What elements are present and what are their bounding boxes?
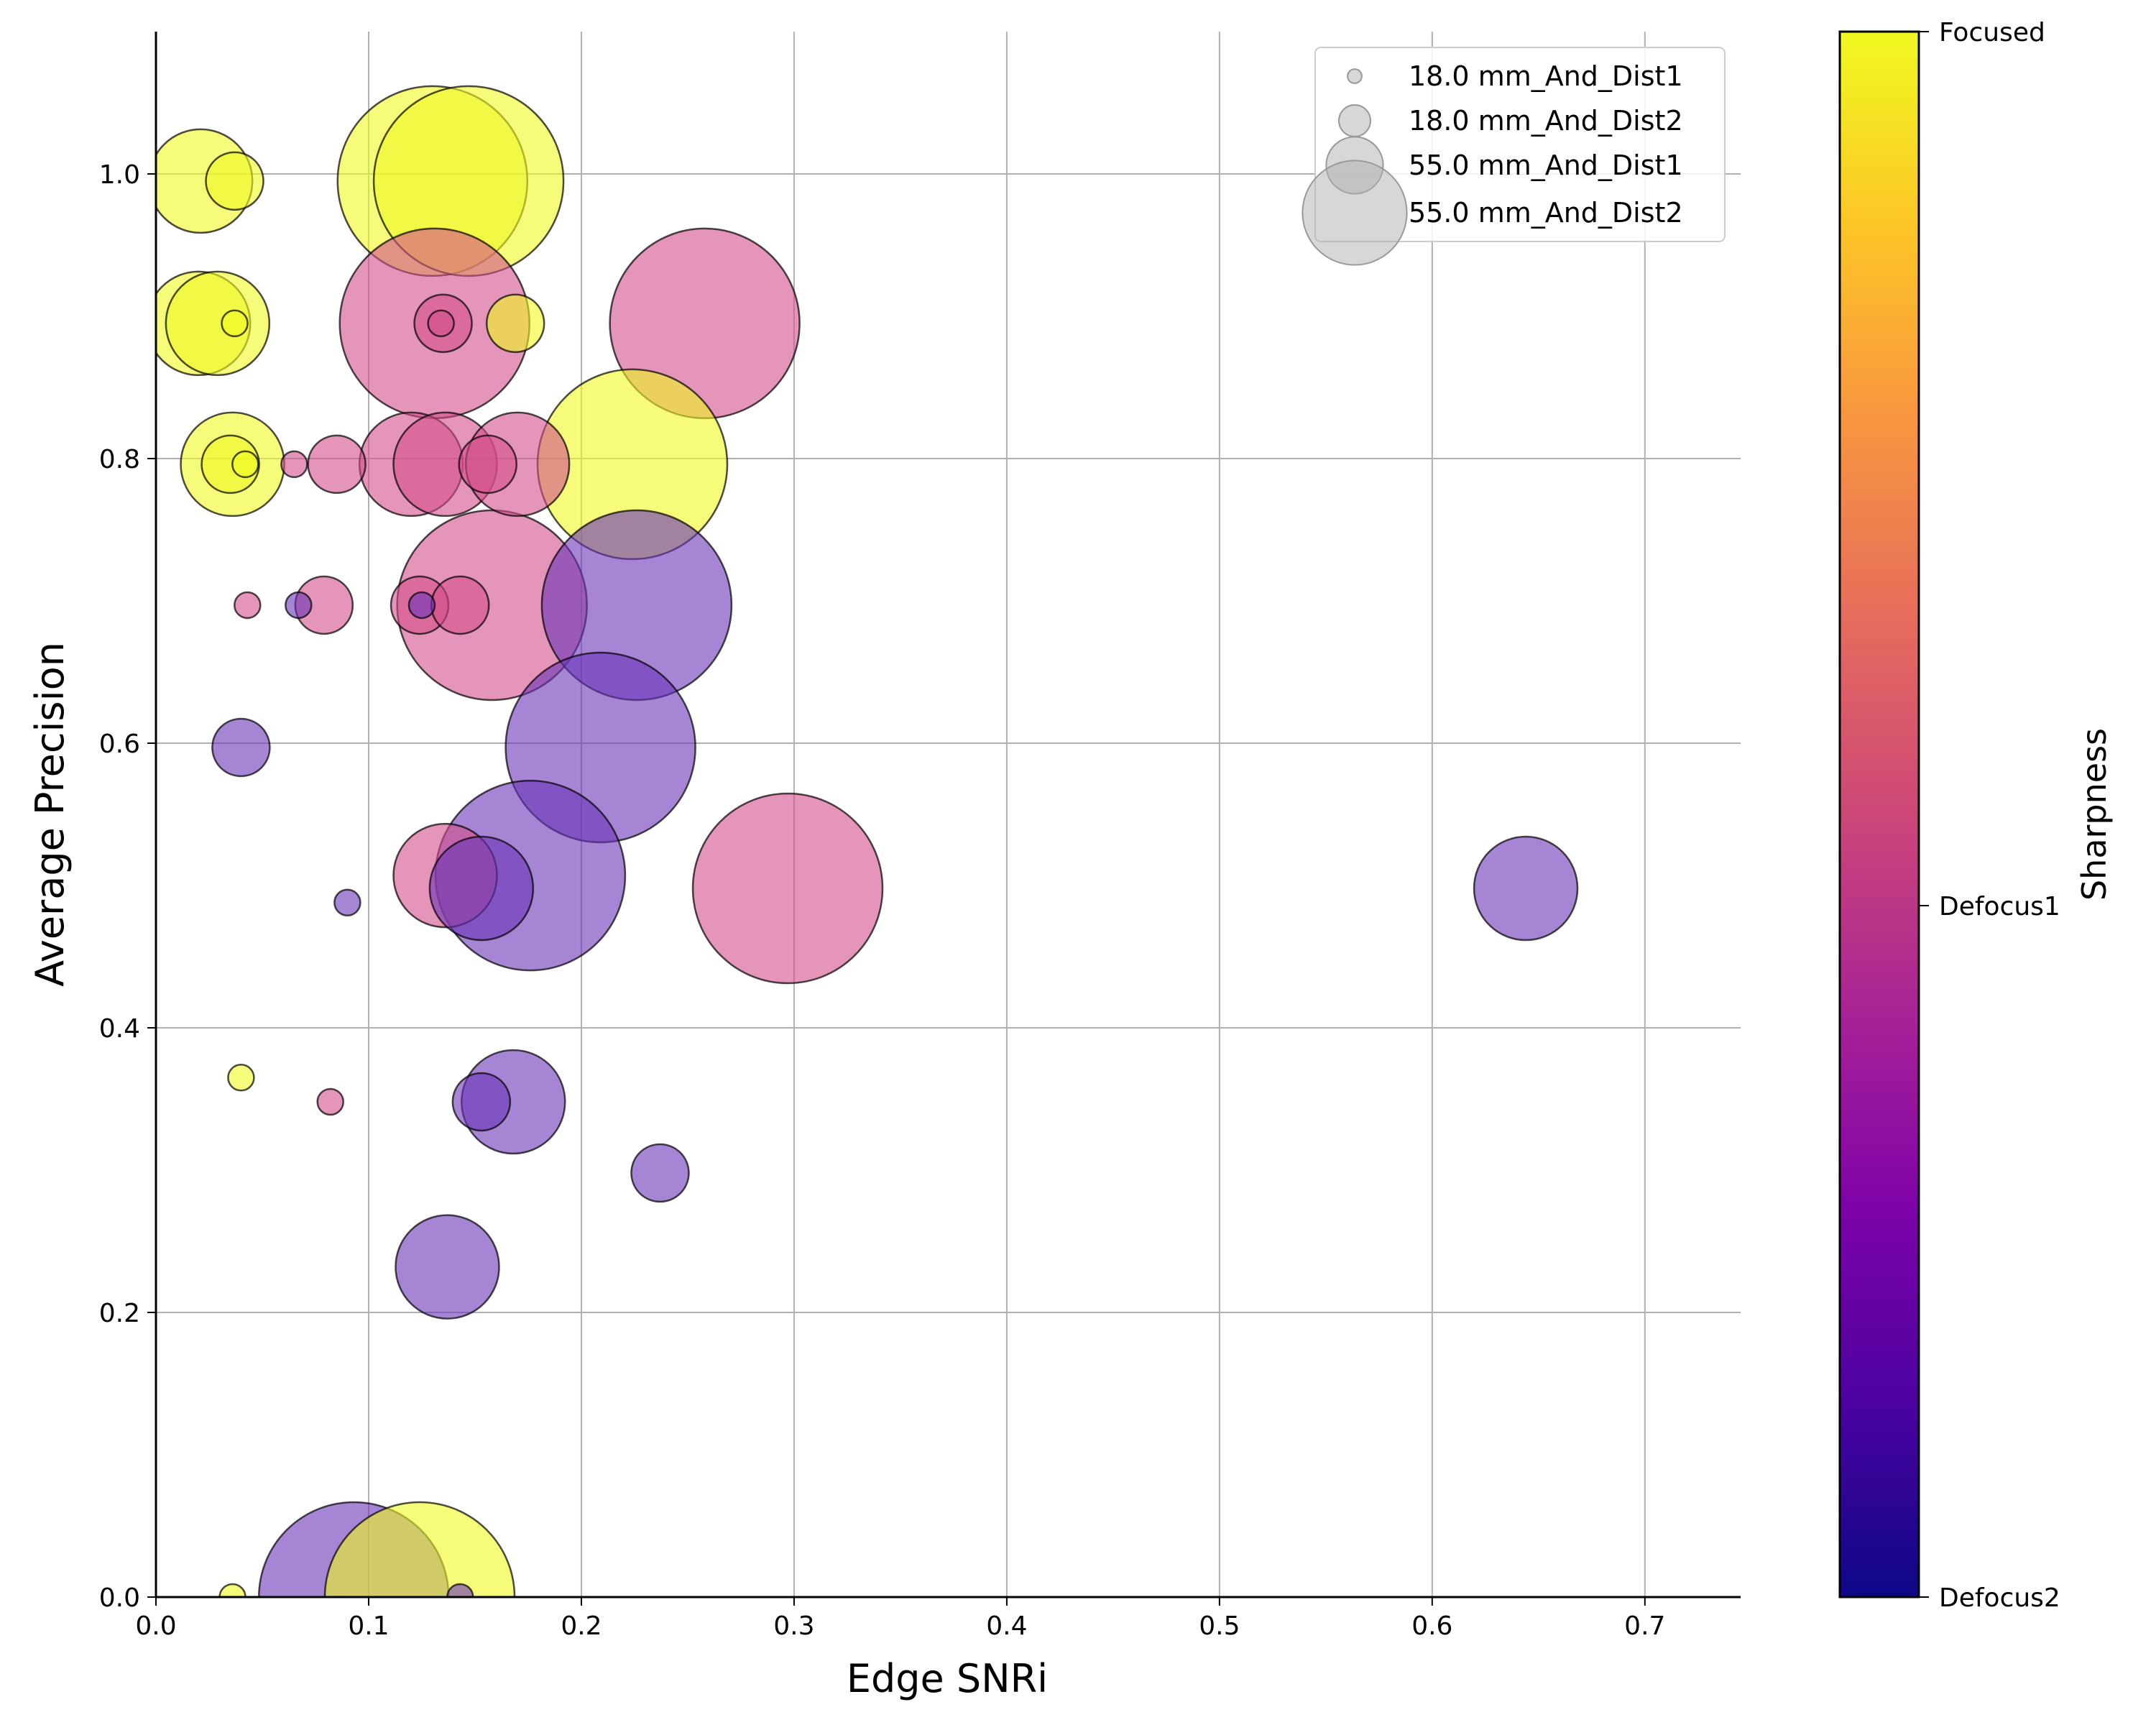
data-point-16 [307, 434, 367, 494]
legend: 18.0 mm_And_Dist1 18.0 mm_And_Dist2 55.0 m… [1302, 47, 1726, 266]
y-tick-label: 0.2 [99, 1299, 140, 1328]
x-tick-label: 0.0 [135, 1611, 176, 1641]
data-point-47 [446, 1583, 474, 1597]
axes [155, 32, 1741, 1598]
legend-marker [1338, 104, 1371, 137]
data-point-26 [407, 591, 436, 620]
y-tick-label: 1.0 [99, 160, 140, 190]
x-tick-label: 0.4 [986, 1611, 1027, 1641]
legend-label: 18.0 mm_And_Dist1 [1409, 60, 1683, 92]
legend-frame [1314, 47, 1726, 242]
y-tick-label: 0.0 [99, 1583, 140, 1613]
data-point-14 [231, 450, 259, 479]
data-point-36 [691, 792, 884, 985]
data-point-13 [201, 434, 260, 494]
y-axis-title: Average Precision [27, 642, 73, 987]
data-point-38 [227, 1064, 255, 1092]
data-point-30 [211, 717, 271, 778]
x-tick-label: 0.7 [1624, 1611, 1665, 1641]
data-point-44 [218, 1583, 247, 1597]
legend-label: 55.0 mm_And_Dist1 [1409, 150, 1683, 181]
data-point-46 [323, 1501, 516, 1597]
x-tick-label: 0.6 [1411, 1611, 1452, 1641]
colorbar: Focused Defocus1 Defocus2 Sharpness [1838, 18, 2114, 1613]
data-point-6 [221, 309, 249, 338]
colorbar-title: Sharpness [2075, 728, 2114, 901]
data-point-15 [280, 450, 308, 479]
data-point-40 [451, 1072, 512, 1132]
y-tick-label: 0.4 [99, 1014, 140, 1044]
colorbar-tick-label: Focused [1939, 18, 2045, 47]
data-point-39 [316, 1087, 344, 1116]
data-point-33 [428, 835, 535, 942]
legend-marker [1302, 160, 1408, 266]
data-point-23 [285, 591, 313, 620]
x-tick-label: 0.2 [561, 1611, 602, 1641]
x-tick-label: 0.3 [773, 1611, 814, 1641]
data-point-9 [427, 309, 455, 338]
y-tick-label: 0.6 [99, 730, 140, 759]
data-points [156, 85, 1579, 1597]
data-point-22 [234, 591, 262, 620]
x-tick-label: 0.5 [1199, 1611, 1240, 1641]
x-axis-title: Edge SNRi [847, 1656, 1048, 1701]
legend-label: 55.0 mm_And_Dist2 [1409, 197, 1683, 229]
legend-marker [1347, 68, 1363, 84]
x-tick-label: 0.1 [348, 1611, 389, 1641]
legend-items: 18.0 mm_And_Dist1 18.0 mm_And_Dist2 55.0 m… [1302, 60, 1683, 266]
data-point-1 [205, 151, 264, 211]
data-point-42 [630, 1143, 690, 1203]
data-point-37 [1473, 835, 1579, 942]
y-axis-ticks: 0.0 0.2 0.4 0.6 0.8 1.0 [99, 160, 156, 1613]
data-point-35 [333, 888, 361, 917]
data-point-19 [458, 434, 517, 494]
legend-label: 18.0 mm_And_Dist2 [1409, 105, 1683, 137]
colorbar-ticks: Focused Defocus1 Defocus2 [1919, 18, 2060, 1613]
colorbar-bar [1838, 30, 1920, 1598]
data-point-10 [485, 293, 545, 354]
data-point-43 [395, 1214, 500, 1320]
x-axis-ticks: 0.0 0.1 0.2 0.3 0.4 0.5 0.6 0.7 [135, 1597, 1665, 1641]
colorbar-tick-label: Defocus1 [1939, 892, 2060, 921]
data-point-27 [430, 575, 490, 635]
data-point-5 [165, 270, 271, 377]
y-tick-label: 0.8 [99, 445, 140, 474]
colorbar-tick-label: Defocus2 [1939, 1583, 2060, 1613]
